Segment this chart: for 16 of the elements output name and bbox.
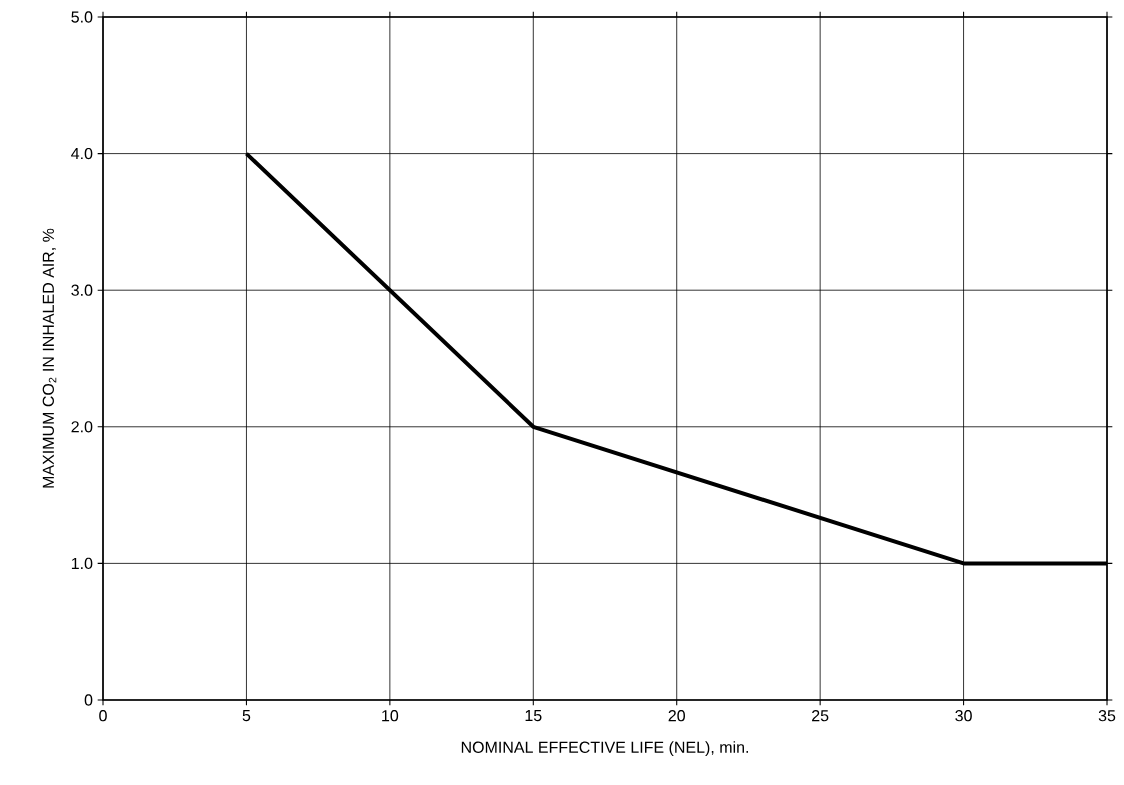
- x-tick-label: 20: [668, 710, 685, 722]
- x-tick-label: 10: [382, 710, 399, 722]
- y-tick-label: 4.0: [71, 147, 93, 160]
- y-tick-label: 2.0: [71, 421, 93, 433]
- y-tick-label: 0: [84, 694, 93, 706]
- x-tick-label: 15: [525, 710, 542, 722]
- x-tick-label: 0: [99, 710, 107, 722]
- x-tick-label: 35: [1098, 710, 1116, 722]
- y-tick-label: 5.0: [71, 11, 93, 23]
- x-tick-label: 25: [812, 710, 829, 722]
- x-tick-label: 30: [955, 710, 972, 722]
- y-axis-title: MAXIMUM CO$_{2}$ IN INHALED AIR, %: [42, 228, 57, 488]
- x-axis-title: NOMINAL EFFECTIVE LIFE (NEL), min.: [461, 741, 749, 757]
- y-tick-label: 3.0: [71, 284, 93, 296]
- x-tick-label: 5: [242, 710, 251, 722]
- y-tick-label: 1.0: [71, 557, 93, 570]
